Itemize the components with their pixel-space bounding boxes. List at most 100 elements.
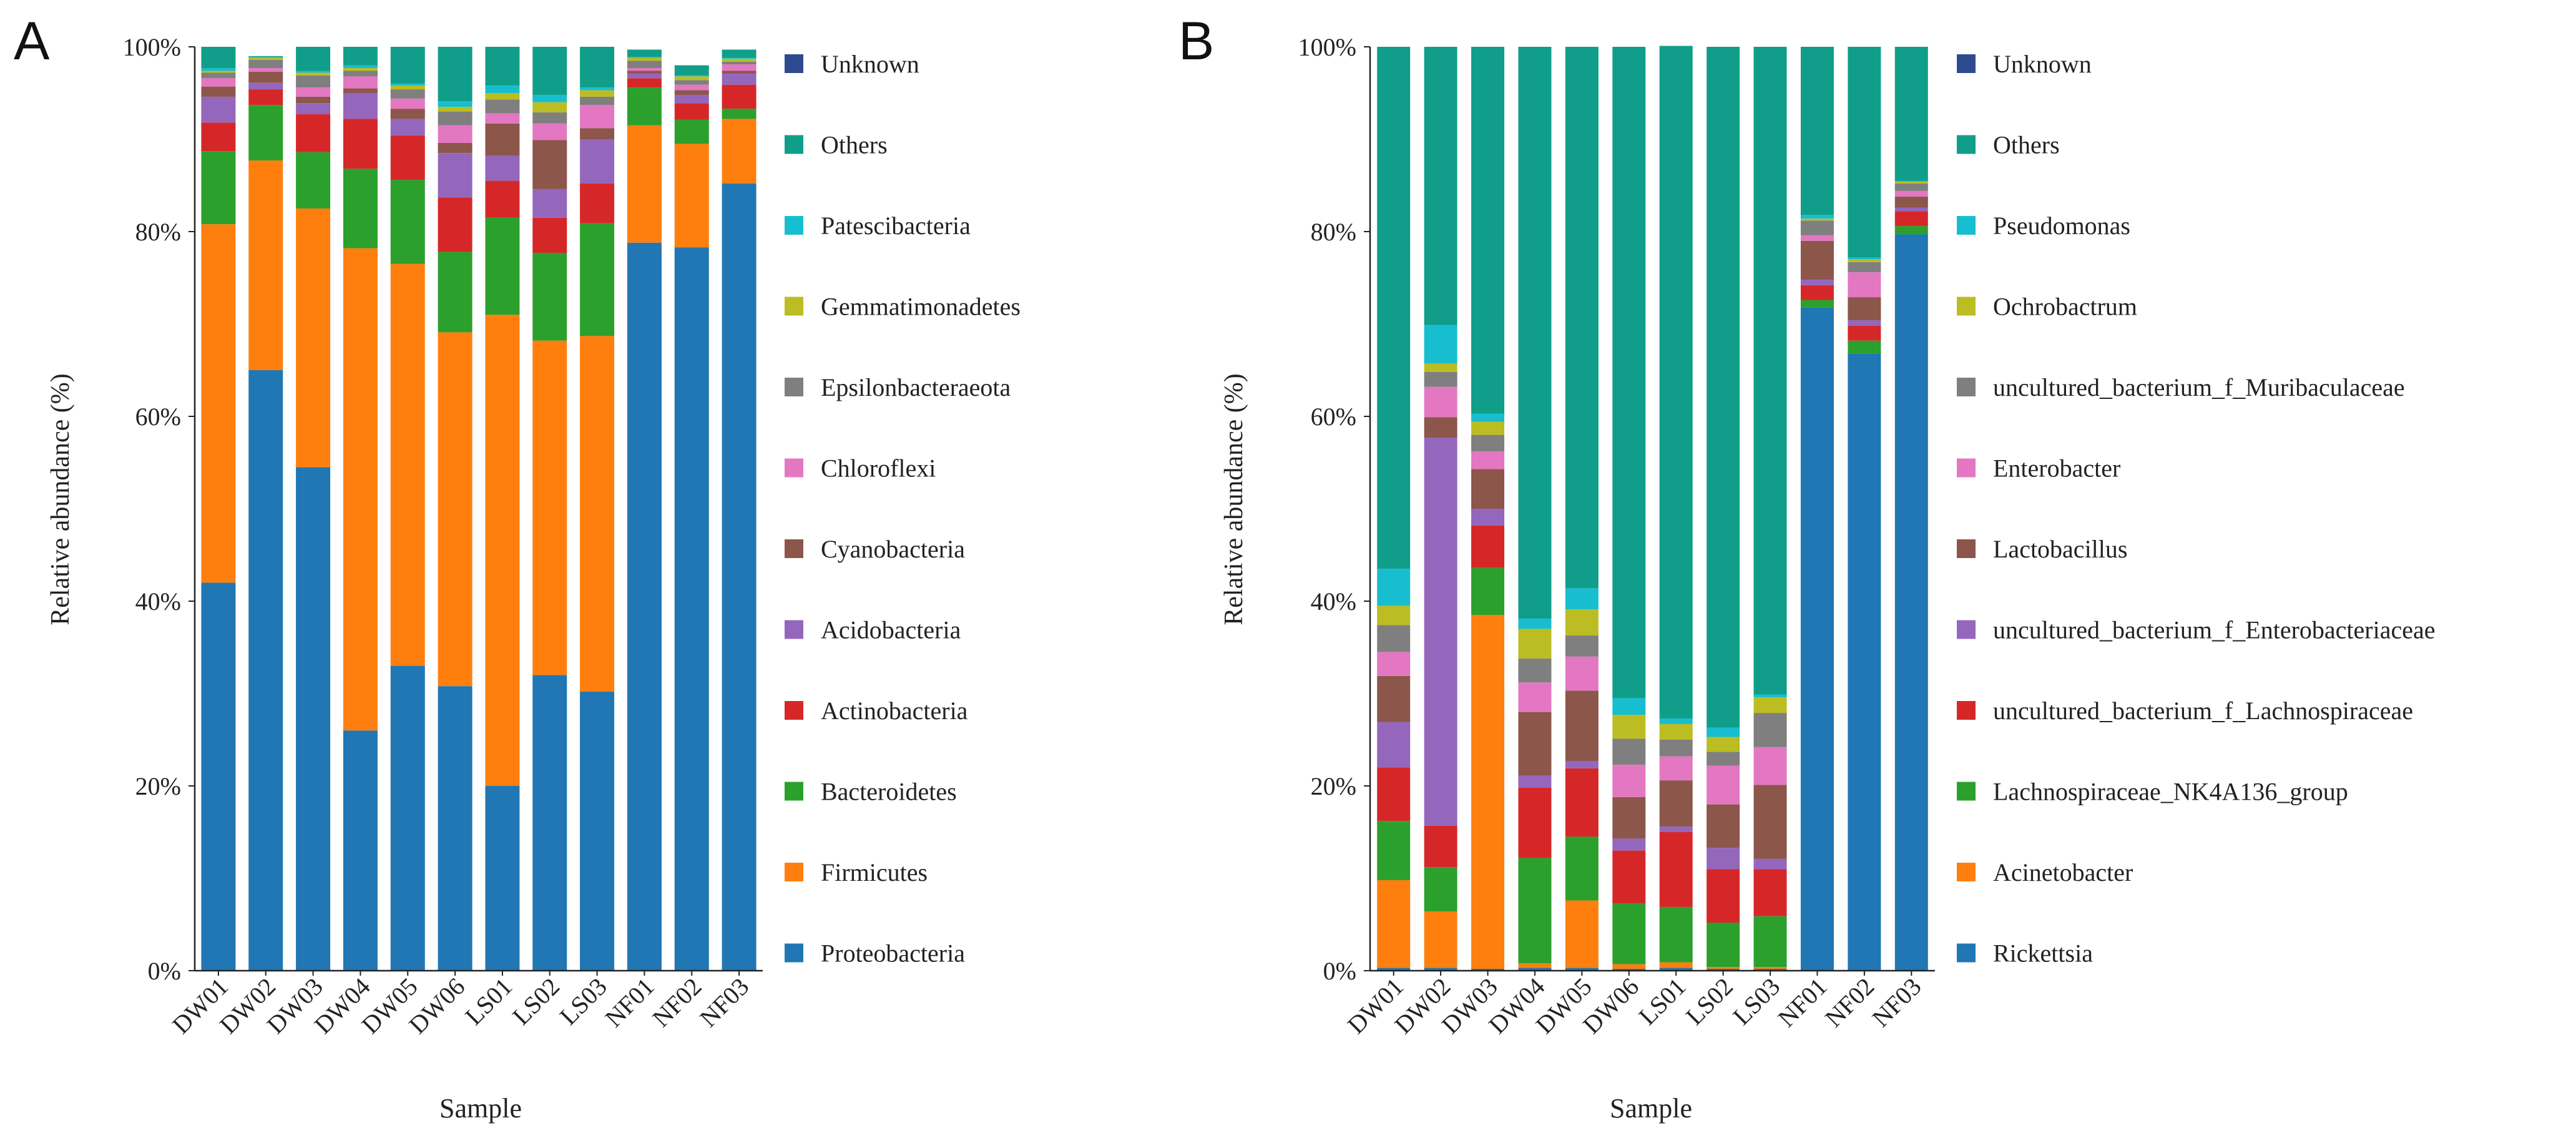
bar-segment-lactobacillus-ls02 bbox=[1707, 804, 1740, 848]
y-tick-label: 100% bbox=[123, 33, 181, 61]
bar-segment-proteobacteria-nf02 bbox=[674, 247, 709, 971]
bar-segment-bacteroidetes-dw05 bbox=[390, 180, 425, 264]
bar-segment-enterobacter-ls03 bbox=[1753, 747, 1787, 785]
bar-segment-pseudomonas-nf03 bbox=[1894, 180, 1928, 182]
bar-segment-bacteroidetes-nf02 bbox=[674, 119, 709, 144]
bar-segment-proteobacteria-nf01 bbox=[627, 242, 662, 971]
legend-label-lachnospiraceae-nk4a136-group: Lachnospiraceae_NK4A136_group bbox=[1993, 778, 2348, 806]
bar-segment-chloroflexi-nf03 bbox=[722, 64, 757, 71]
x-tick-label-nf03: NF03 bbox=[694, 973, 754, 1032]
legend-label-uncultured-bacterium-f-muribaculaceae: uncultured_bacterium_f_Muribaculaceae bbox=[1993, 373, 2405, 401]
bar-segment-cyanobacteria-dw03 bbox=[296, 96, 331, 104]
bar-segment-others-dw01 bbox=[201, 47, 236, 69]
bar-segment-enterobacter-dw04 bbox=[1518, 682, 1552, 712]
bar-segment-lachnospiraceae-nk4a136-group-dw03 bbox=[1471, 567, 1505, 616]
bar-segment-gemmatimonadetes-nf01 bbox=[627, 57, 662, 61]
bar-segment-others-dw03 bbox=[296, 47, 331, 71]
legend-swatch-patescibacteria bbox=[785, 216, 803, 235]
bar-segment-chloroflexi-nf02 bbox=[674, 84, 709, 91]
bar-segment-proteobacteria-nf03 bbox=[722, 184, 757, 971]
bar-segment-others-dw05 bbox=[390, 47, 425, 84]
bar-segment-uncultured-bacterium-f-muribaculaceae-ls02 bbox=[1707, 752, 1740, 766]
panel-label-a: A bbox=[14, 11, 50, 71]
bar-segment-uncultured-bacterium-f-muribaculaceae-dw05 bbox=[1565, 635, 1599, 657]
bar-segment-actinobacteria-ls03 bbox=[580, 184, 615, 223]
bar-segment-chloroflexi-nf01 bbox=[627, 68, 662, 71]
bar-segment-gemmatimonadetes-dw02 bbox=[248, 57, 283, 60]
panel-label-b: B bbox=[1178, 11, 1214, 71]
bar-segment-acinetobacter-dw06 bbox=[1612, 964, 1646, 969]
bar-segment-gemmatimonadetes-dw03 bbox=[296, 72, 331, 76]
y-tick-label: 20% bbox=[1311, 772, 1356, 800]
bar-segment-acinetobacter-dw03 bbox=[1471, 615, 1505, 969]
bar-segment-others-ls01 bbox=[1659, 46, 1693, 719]
bar-segment-patescibacteria-dw01 bbox=[201, 68, 236, 71]
legend-label-acinetobacter: Acinetobacter bbox=[1993, 858, 2133, 886]
bar-segment-rickettsia-dw01 bbox=[1377, 968, 1411, 971]
bar-segment-lachnospiraceae-nk4a136-group-dw06 bbox=[1612, 903, 1646, 964]
bar-segment-pseudomonas-ls03 bbox=[1753, 694, 1787, 697]
bar-segment-others-nf02 bbox=[1848, 47, 1881, 258]
bar-segment-rickettsia-dw05 bbox=[1565, 968, 1599, 971]
bar-segment-bacteroidetes-dw04 bbox=[343, 169, 378, 248]
x-tick-label-dw06: DW06 bbox=[403, 973, 470, 1039]
bar-segment-cyanobacteria-dw06 bbox=[438, 142, 473, 154]
bar-segment-chloroflexi-ls02 bbox=[532, 123, 567, 140]
bar-segment-chloroflexi-dw03 bbox=[296, 87, 331, 97]
legend-label-chloroflexi: Chloroflexi bbox=[821, 454, 936, 483]
bar-segment-lactobacillus-dw05 bbox=[1565, 690, 1599, 762]
bar-segment-chloroflexi-dw02 bbox=[248, 68, 283, 72]
x-tick-label-dw06: DW06 bbox=[1577, 973, 1644, 1039]
bar-segment-lactobacillus-nf03 bbox=[1894, 196, 1928, 208]
legend-swatch-acidobacteria bbox=[785, 620, 803, 639]
bar-segment-gemmatimonadetes-ls02 bbox=[532, 102, 567, 113]
bar-segment-gemmatimonadetes-ls03 bbox=[580, 90, 615, 97]
legend-label-unknown: Unknown bbox=[1993, 50, 2092, 78]
bar-segment-actinobacteria-nf02 bbox=[674, 103, 709, 120]
bar-segment-ochrobactrum-dw05 bbox=[1565, 609, 1599, 635]
bar-segment-lactobacillus-dw03 bbox=[1471, 469, 1505, 509]
bar-segment-firmicutes-nf02 bbox=[674, 144, 709, 248]
bar-segment-lachnospiraceae-nk4a136-group-ls01 bbox=[1659, 906, 1693, 963]
bar-segment-actinobacteria-dw04 bbox=[343, 119, 378, 169]
legend-label-uncultured-bacterium-f-lachnospiraceae: uncultured_bacterium_f_Lachnospiraceae bbox=[1993, 697, 2413, 725]
bar-segment-epsilonbacteraeota-nf03 bbox=[722, 61, 757, 65]
bar-segment-epsilonbacteraeota-nf02 bbox=[674, 80, 709, 85]
bar-segment-others-dw04 bbox=[1518, 47, 1552, 619]
bar-segment-patescibacteria-dw04 bbox=[343, 65, 378, 69]
bar-segment-enterobacter-ls02 bbox=[1707, 765, 1740, 805]
bar-segment-acidobacteria-dw05 bbox=[390, 119, 425, 136]
bar-segment-proteobacteria-dw02 bbox=[248, 370, 283, 971]
bar-segment-lactobacillus-nf01 bbox=[1800, 240, 1834, 280]
legend-label-acidobacteria: Acidobacteria bbox=[821, 616, 961, 644]
bar-segment-cyanobacteria-nf02 bbox=[674, 90, 709, 95]
bar-segment-epsilonbacteraeota-dw04 bbox=[343, 71, 378, 77]
bar-segment-actinobacteria-nf01 bbox=[627, 78, 662, 88]
bar-segment-enterobacter-ls01 bbox=[1659, 756, 1693, 781]
legend-label-epsilonbacteraeota: Epsilonbacteraeota bbox=[821, 373, 1011, 401]
bar-segment-uncultured-bacterium-f-enterobacteriaceae-dw03 bbox=[1471, 509, 1505, 526]
bar-segment-patescibacteria-ls02 bbox=[532, 94, 567, 102]
panel-a: A Relative abundance (%) Sample 0% 20% 40%… bbox=[14, 11, 1021, 1124]
bar-segment-bacteroidetes-nf01 bbox=[627, 87, 662, 125]
bar-segment-acidobacteria-ls01 bbox=[485, 155, 520, 181]
bar-segment-chloroflexi-dw01 bbox=[201, 78, 236, 87]
bar-segment-rickettsia-ls03 bbox=[1753, 969, 1787, 971]
bar-segment-epsilonbacteraeota-ls03 bbox=[580, 96, 615, 105]
bar-segment-others-nf03 bbox=[1894, 47, 1928, 181]
x-tick-label-nf01: NF01 bbox=[1773, 973, 1833, 1032]
bar-segment-uncultured-bacterium-f-lachnospiraceae-nf03 bbox=[1894, 211, 1928, 227]
bar-segment-bacteroidetes-dw02 bbox=[248, 105, 283, 161]
bar-segment-bacteroidetes-ls03 bbox=[580, 223, 615, 336]
bar-segment-acinetobacter-dw05 bbox=[1565, 900, 1599, 968]
bar-segment-proteobacteria-dw01 bbox=[201, 582, 236, 971]
legend-label-gemmatimonadetes: Gemmatimonadetes bbox=[821, 293, 1021, 321]
bar-segment-epsilonbacteraeota-nf01 bbox=[627, 61, 662, 69]
bar-segment-acinetobacter-ls02 bbox=[1707, 967, 1740, 969]
bar-segment-cyanobacteria-nf01 bbox=[627, 71, 662, 74]
bar-segment-others-ls01 bbox=[485, 47, 520, 86]
bar-segment-ochrobactrum-nf03 bbox=[1894, 182, 1928, 184]
bar-segment-others-ls03 bbox=[1753, 47, 1787, 695]
bar-segment-gemmatimonadetes-ls01 bbox=[485, 93, 520, 100]
bar-segment-uncultured-bacterium-f-muribaculaceae-nf03 bbox=[1894, 184, 1928, 191]
